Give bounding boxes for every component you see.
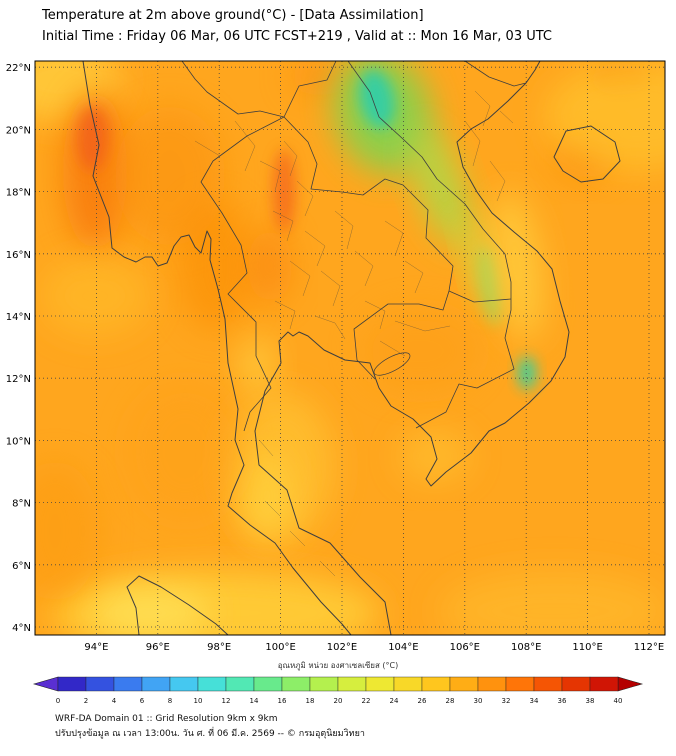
border-laos-cambodia: [448, 290, 512, 302]
border-myanmar-laos-china: [283, 60, 337, 117]
temperature-field: [35, 60, 665, 635]
country-borders: [181, 60, 527, 431]
svg-text:18: 18: [306, 697, 315, 705]
svg-text:32: 32: [502, 697, 511, 705]
lon-tick-label: 96°E: [146, 642, 170, 653]
svg-text:24: 24: [390, 697, 399, 705]
lon-tick-label: 102°E: [327, 642, 357, 653]
svg-text:2: 2: [84, 697, 88, 705]
lon-tick-label: 94°E: [84, 642, 108, 653]
map-frame: [34, 60, 666, 635]
svg-text:4: 4: [112, 697, 117, 705]
colorbar: 0 2 4 6 8 10 12 14 16 18 20 22 24 26 28 30 32 34 36 38 40: [32, 676, 644, 705]
svg-text:14: 14: [250, 697, 259, 705]
lat-tick-label: 22°N: [6, 63, 31, 74]
border-laos-vietnam: [347, 60, 512, 299]
border-thailand-laos: [283, 116, 454, 291]
svg-text:20: 20: [334, 697, 343, 705]
lat-tick-label: 12°N: [6, 374, 31, 385]
lat-tick-label: 10°N: [6, 436, 31, 447]
svg-text:28: 28: [446, 697, 455, 705]
map-subtitle: Initial Time : Friday 06 Mar, 06 UTC FCS…: [42, 29, 552, 45]
svg-text:0: 0: [56, 697, 60, 705]
province-borders: [194, 90, 514, 576]
svg-text:16: 16: [278, 697, 287, 705]
lat-axis: 22°N 20°N 18°N 16°N 14°N 12°N 10°N 8°N 6…: [6, 63, 31, 634]
lon-tick-label: 98°E: [207, 642, 231, 653]
border-vietnam-cambodia: [415, 298, 515, 428]
lon-tick-label: 112°E: [634, 642, 664, 653]
svg-text:6: 6: [140, 697, 145, 705]
svg-text:10: 10: [194, 697, 203, 705]
colorbar-label: อุณหภูมิ หน่วย องศาเซลเซียส (°C): [277, 660, 399, 670]
lat-tick-label: 6°N: [12, 560, 31, 571]
border-vietnam-china: [464, 60, 527, 86]
lon-tick-label: 110°E: [572, 642, 602, 653]
gridlines: [35, 60, 665, 635]
svg-text:38: 38: [586, 697, 595, 705]
svg-text:12: 12: [222, 697, 231, 705]
map-title: Temperature at 2m above ground(°C) - [Da…: [42, 8, 424, 23]
svg-text:36: 36: [558, 697, 567, 705]
border-thailand-myanmar: [200, 116, 285, 431]
lat-tick-label: 8°N: [12, 498, 31, 509]
map-canvas: 22°N 20°N 18°N 16°N 14°N 12°N 10°N 8°N 6…: [6, 60, 666, 653]
svg-text:34: 34: [530, 697, 539, 705]
footer-domain-info: WRF-DA Domain 01 :: Grid Resolution 9km …: [55, 713, 278, 724]
lon-tick-label: 100°E: [265, 642, 295, 653]
border-thailand-cambodia: [353, 290, 450, 379]
coastline: [82, 60, 621, 635]
lon-tick-label: 106°E: [450, 642, 480, 653]
lon-tick-label: 108°E: [511, 642, 541, 653]
svg-text:30: 30: [474, 697, 483, 705]
lat-tick-label: 16°N: [6, 249, 31, 260]
lat-tick-label: 14°N: [6, 312, 31, 323]
footer-update-info: ปรับปรุงข้อมูล ณ เวลา 13:00น. วัน ศ. ที่…: [55, 729, 365, 740]
border-myanmar-china: [181, 60, 285, 117]
lon-tick-label: 104°E: [388, 642, 418, 653]
lat-tick-label: 18°N: [6, 187, 31, 198]
svg-text:40: 40: [614, 697, 623, 705]
title-block: Temperature at 2m above ground(°C) - [Da…: [0, 0, 676, 46]
footer-block: WRF-DA Domain 01 :: Grid Resolution 9km …: [0, 706, 676, 741]
lon-axis: 94°E 96°E 98°E 100°E 102°E 104°E 106°E 1…: [84, 642, 664, 653]
svg-text:8: 8: [168, 697, 172, 705]
lat-tick-label: 20°N: [6, 125, 31, 136]
svg-text:22: 22: [362, 697, 371, 705]
lat-tick-label: 4°N: [12, 623, 31, 634]
svg-text:26: 26: [418, 697, 427, 705]
